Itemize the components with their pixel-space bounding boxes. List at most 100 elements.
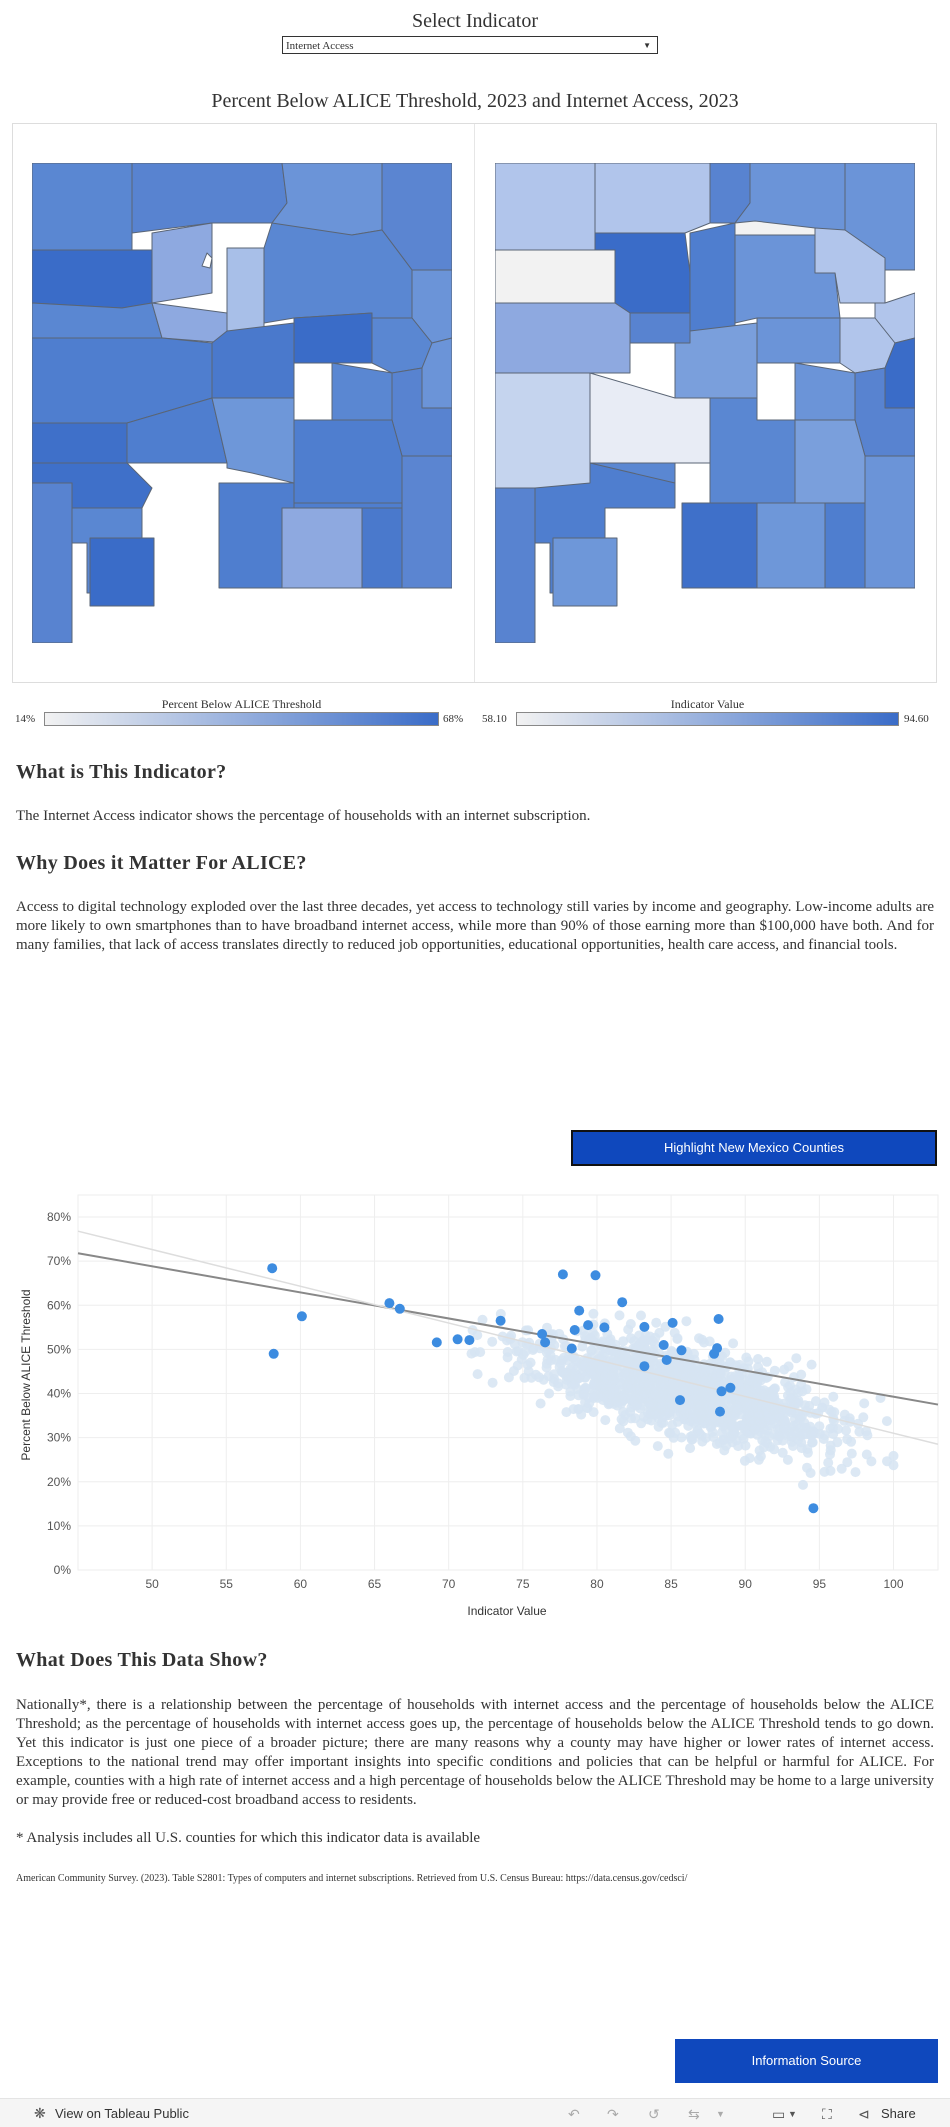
county-point[interactable] xyxy=(695,1403,705,1414)
county-point[interactable] xyxy=(715,1368,726,1379)
county[interactable] xyxy=(552,537,618,607)
share-button[interactable]: Share xyxy=(881,2106,916,2121)
county-point[interactable] xyxy=(845,1416,856,1427)
county-point[interactable] xyxy=(593,1363,604,1374)
county-point[interactable] xyxy=(584,1398,595,1409)
county-point[interactable] xyxy=(836,1463,847,1474)
county[interactable] xyxy=(271,163,383,236)
county-point[interactable] xyxy=(829,1407,840,1418)
county-point[interactable] xyxy=(764,1413,775,1423)
county-point[interactable] xyxy=(753,1454,764,1465)
county-point[interactable] xyxy=(573,1373,584,1384)
county[interactable] xyxy=(794,419,866,504)
county-point[interactable] xyxy=(793,1398,804,1408)
county-point[interactable] xyxy=(779,1364,790,1375)
county[interactable] xyxy=(331,362,393,421)
county-point[interactable] xyxy=(614,1310,625,1321)
county[interactable] xyxy=(201,252,213,269)
county-point[interactable] xyxy=(525,1357,536,1368)
county-point[interactable] xyxy=(687,1384,698,1395)
county-point[interactable] xyxy=(664,1407,675,1417)
county[interactable] xyxy=(824,502,866,589)
county-point[interactable] xyxy=(694,1333,704,1344)
county[interactable] xyxy=(89,537,155,607)
county[interactable] xyxy=(495,372,591,489)
nm-county-point[interactable] xyxy=(712,1343,723,1354)
undo-icon[interactable]: ↶ xyxy=(568,2106,580,2122)
county-point[interactable] xyxy=(846,1448,857,1459)
county[interactable] xyxy=(131,163,288,234)
nm-county-point[interactable] xyxy=(267,1263,278,1274)
county-point[interactable] xyxy=(740,1440,751,1451)
nm-county-point[interactable] xyxy=(599,1322,610,1333)
county-point[interactable] xyxy=(769,1365,780,1376)
county-point[interactable] xyxy=(503,1372,514,1383)
county-point[interactable] xyxy=(685,1443,696,1454)
nm-county-point[interactable] xyxy=(725,1382,736,1393)
nm-county-point[interactable] xyxy=(452,1334,463,1345)
county[interactable] xyxy=(361,507,403,589)
county-point[interactable] xyxy=(475,1347,486,1358)
county-point[interactable] xyxy=(487,1336,498,1347)
county-point[interactable] xyxy=(740,1383,751,1394)
county-point[interactable] xyxy=(732,1403,743,1414)
county-point[interactable] xyxy=(841,1425,851,1436)
county-point[interactable] xyxy=(616,1379,627,1390)
county[interactable] xyxy=(629,312,691,344)
county[interactable] xyxy=(151,302,228,344)
county-point[interactable] xyxy=(519,1372,530,1383)
county-point[interactable] xyxy=(579,1389,590,1400)
county-point[interactable] xyxy=(796,1443,807,1454)
county-point[interactable] xyxy=(664,1364,675,1375)
county[interactable] xyxy=(151,222,213,304)
county-point[interactable] xyxy=(739,1455,750,1466)
county-point[interactable] xyxy=(782,1454,793,1465)
county-point[interactable] xyxy=(785,1394,796,1405)
county-point[interactable] xyxy=(734,1371,745,1382)
county-point[interactable] xyxy=(733,1379,744,1390)
county-point[interactable] xyxy=(577,1341,588,1352)
county-point[interactable] xyxy=(741,1352,752,1363)
nm-county-point[interactable] xyxy=(384,1298,395,1309)
county-point[interactable] xyxy=(609,1374,620,1385)
county-point[interactable] xyxy=(733,1441,744,1452)
county-point[interactable] xyxy=(535,1398,546,1409)
county[interactable] xyxy=(495,487,536,643)
county-point[interactable] xyxy=(605,1382,616,1393)
county-point[interactable] xyxy=(553,1378,564,1389)
nm-county-point[interactable] xyxy=(639,1361,650,1372)
county[interactable] xyxy=(211,322,295,399)
county[interactable] xyxy=(794,362,856,421)
nm-county-point[interactable] xyxy=(540,1337,551,1348)
county-point[interactable] xyxy=(650,1332,661,1343)
county-point[interactable] xyxy=(819,1397,830,1408)
county-point[interactable] xyxy=(791,1353,802,1364)
county[interactable] xyxy=(756,317,841,364)
download-icon[interactable]: ▭ xyxy=(772,2106,786,2122)
view-on-tableau-link[interactable]: View on Tableau Public xyxy=(55,2106,189,2121)
scatter-chart[interactable]: 50 55 60 65 70 75 80 85 90 95 100 0% 10% 20% 30% 40% 50… xyxy=(0,1180,950,1620)
county-point[interactable] xyxy=(614,1423,625,1434)
county-point[interactable] xyxy=(621,1368,632,1379)
county[interactable] xyxy=(709,397,796,504)
county-point[interactable] xyxy=(862,1430,873,1441)
county[interactable] xyxy=(495,163,596,251)
county-point[interactable] xyxy=(546,1355,557,1366)
nm-county-point[interactable] xyxy=(715,1406,725,1417)
county-point[interactable] xyxy=(652,1441,663,1452)
county-point[interactable] xyxy=(636,1310,646,1321)
county-point[interactable] xyxy=(630,1413,641,1424)
county-point[interactable] xyxy=(663,1448,674,1459)
nm-county-point[interactable] xyxy=(667,1317,678,1328)
county[interactable] xyxy=(32,482,73,643)
county[interactable] xyxy=(211,397,295,484)
county-point[interactable] xyxy=(825,1465,836,1476)
fullscreen-icon[interactable]: ⛶ xyxy=(822,2106,832,2122)
county-point[interactable] xyxy=(798,1479,808,1490)
county-point[interactable] xyxy=(685,1431,696,1442)
county-point[interactable] xyxy=(600,1415,611,1426)
county-point[interactable] xyxy=(685,1408,696,1419)
county-point[interactable] xyxy=(739,1421,750,1431)
county-point[interactable] xyxy=(782,1407,792,1417)
nm-county-point[interactable] xyxy=(713,1314,724,1324)
